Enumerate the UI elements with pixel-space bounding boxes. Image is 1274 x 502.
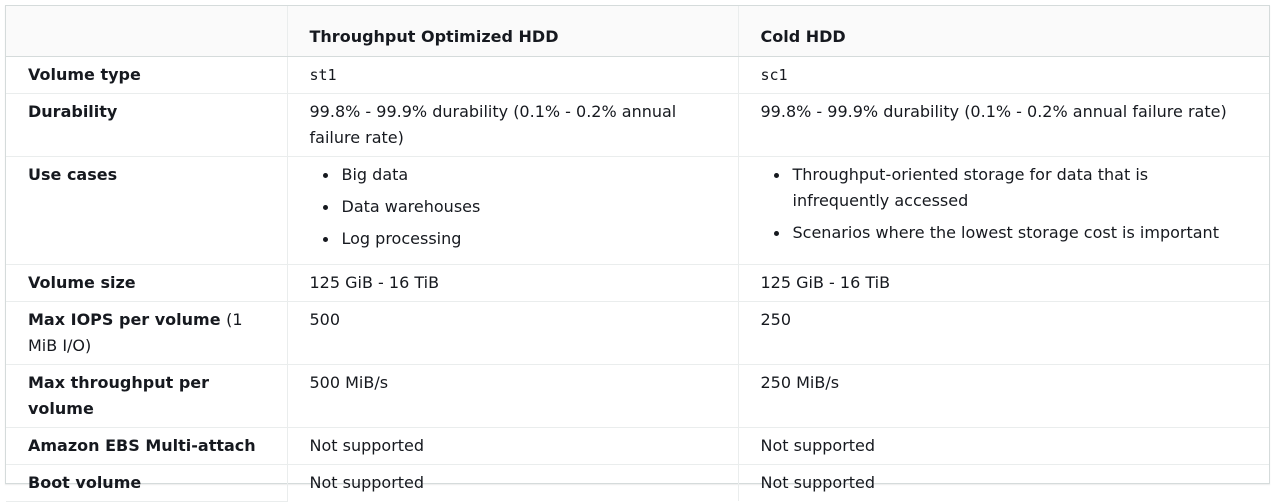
cell-sc1-volume-size: 125 GiB - 16 TiB (738, 264, 1269, 302)
row-label-durability: Durability (6, 93, 288, 157)
row-label-use-cases: Use cases (6, 156, 288, 265)
cell-st1-volume-size: 125 GiB - 16 TiB (287, 264, 739, 302)
list-item: Scenarios where the lowest storage cost … (773, 220, 1250, 246)
row-label-max-iops: Max IOPS per volume (1 MiB I/O) (6, 301, 288, 365)
list-item: Throughput-oriented storage for data tha… (773, 162, 1250, 214)
cell-st1-use-cases: Big data Data warehouses Log processing (287, 156, 739, 265)
row-label-text: Max IOPS per volume (28, 309, 221, 329)
cell-st1-multi-attach: Not supported (287, 427, 739, 465)
row-label-multi-attach: Amazon EBS Multi-attach (6, 427, 288, 465)
cell-sc1-max-throughput: 250 MiB/s (738, 364, 1269, 428)
list-item: Data warehouses (322, 194, 718, 220)
volume-comparison-table: Throughput Optimized HDD Cold HDD Volume… (6, 6, 1269, 502)
volume-type-code: sc1 (760, 65, 788, 84)
row-use-cases: Use cases Big data Data warehouses Log p… (6, 156, 1269, 265)
volume-type-code: st1 (309, 65, 337, 84)
row-max-iops: Max IOPS per volume (1 MiB I/O) 500 250 (6, 301, 1269, 365)
header-row: Throughput Optimized HDD Cold HDD (6, 6, 1269, 57)
row-label-max-throughput: Max throughput per volume (6, 364, 288, 428)
cell-sc1-use-cases: Throughput-oriented storage for data tha… (738, 156, 1269, 265)
row-label-boot-volume: Boot volume (6, 464, 288, 502)
cell-sc1-boot-volume: Not supported (760, 472, 876, 492)
table-header: Throughput Optimized HDD Cold HDD (6, 6, 1269, 57)
use-cases-list: Throughput-oriented storage for data tha… (761, 162, 1250, 246)
cell-sc1-volume-type: sc1 (738, 56, 1269, 94)
row-volume-size: Volume size 125 GiB - 16 TiB 125 GiB - 1… (6, 264, 1269, 302)
row-multi-attach: Amazon EBS Multi-attach Not supported No… (6, 427, 1269, 465)
header-cold-hdd: Cold HDD (738, 6, 1269, 57)
cell-sc1-multi-attach: Not supported (738, 427, 1269, 465)
cell-sc1-max-iops: 250 (738, 301, 1269, 365)
row-label-volume-type: Volume type (6, 56, 288, 94)
header-corner (6, 6, 288, 57)
cell-st1-volume-type: st1 (287, 56, 739, 94)
use-cases-list: Big data Data warehouses Log processing (310, 162, 718, 252)
cell-st1-max-iops: 500 (287, 301, 739, 365)
row-label-note: (1 MiB I/O) (28, 309, 243, 355)
row-max-throughput: Max throughput per volume 500 MiB/s 250 … (6, 364, 1269, 428)
list-item: Log processing (322, 226, 718, 252)
row-durability: Durability 99.8% - 99.9% durability (0.1… (6, 93, 1269, 157)
cell-st1-max-throughput: 500 MiB/s (287, 364, 739, 428)
row-label-volume-size: Volume size (6, 264, 288, 302)
comparison-table-frame: Throughput Optimized HDD Cold HDD Volume… (5, 5, 1270, 502)
header-throughput-optimized-hdd: Throughput Optimized HDD (287, 6, 739, 57)
cell-st1-durability: 99.8% - 99.9% durability (0.1% - 0.2% an… (287, 93, 739, 157)
cell-st1-boot-volume: Not supported (287, 464, 739, 501)
cell-sc1-durability: 99.8% - 99.9% durability (0.1% - 0.2% an… (738, 93, 1269, 157)
row-boot-volume: Boot volume Not supported Not supported (6, 464, 1269, 502)
table-body: Volume type st1 sc1 Durability 99.8% - 9… (6, 56, 1269, 502)
list-item: Big data (322, 162, 718, 188)
row-volume-type: Volume type st1 sc1 (6, 56, 1269, 94)
